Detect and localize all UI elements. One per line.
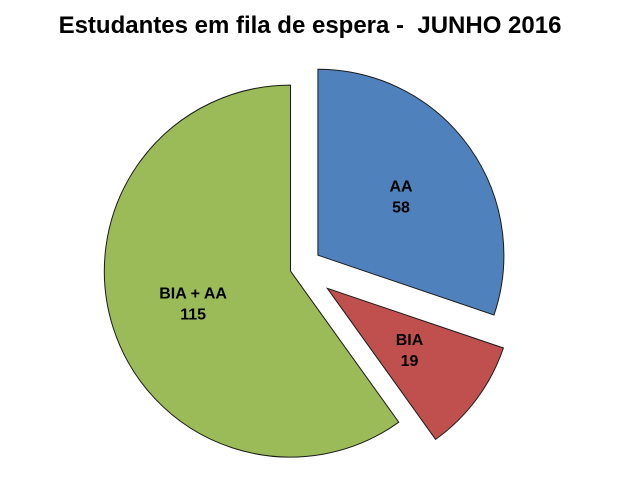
chart-title: Estudantes em fila de espera - JUNHO 201… xyxy=(58,12,562,39)
slice-label: BIA + AA 115 xyxy=(159,285,227,323)
pie-slice-bia xyxy=(325,287,505,441)
slice-label: BIA 19 xyxy=(396,332,424,370)
slice-label: AA 58 xyxy=(389,179,413,217)
pie-chart: AA 58 BIA 19 BIA + AA 115 xyxy=(103,68,505,458)
pie-slice-bia-aa xyxy=(103,84,400,458)
pie-slice-aa xyxy=(317,68,505,316)
